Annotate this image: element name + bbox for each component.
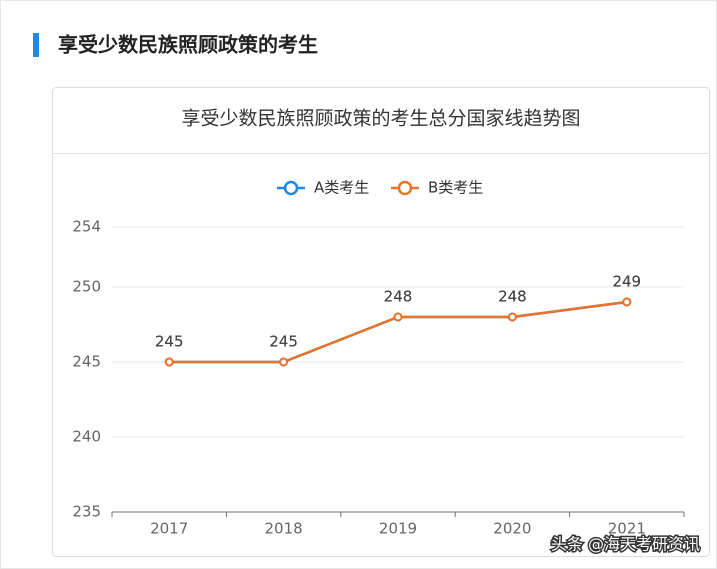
- x-tick-label: 2019: [379, 520, 417, 538]
- data-label: 245: [155, 333, 184, 351]
- legend-label: B类考生: [428, 179, 483, 197]
- legend-label: A类考生: [314, 179, 369, 197]
- y-tick-label: 235: [72, 503, 101, 521]
- y-tick-label: 240: [72, 428, 101, 446]
- data-label: 248: [384, 288, 413, 306]
- x-tick-label: 2020: [493, 520, 531, 538]
- point: [279, 357, 289, 367]
- x-tick-label: 2021: [608, 520, 646, 538]
- y-tick-label: 250: [72, 278, 101, 296]
- x-tick-label: 2017: [150, 520, 188, 538]
- legend-marker: [283, 180, 299, 196]
- watermark: 头条 @海天考研资讯: [551, 535, 700, 554]
- header-accent: [33, 33, 39, 57]
- header-title: 享受少数民族照顾政策的考生: [58, 33, 318, 57]
- data-label: 245: [269, 333, 298, 351]
- data-label: 249: [612, 273, 641, 291]
- card: [52, 87, 710, 557]
- x-tick-label: 2018: [265, 520, 303, 538]
- data-label: 249: [612, 273, 641, 291]
- y-tick-label: 254: [72, 218, 101, 236]
- point: [393, 312, 403, 322]
- legend-marker: [397, 180, 413, 196]
- point: [507, 312, 517, 322]
- plot: 235 240 245 250 254 2017 2018 2019 2020 2021 A类考生 B…: [72, 179, 685, 538]
- data-label: 248: [498, 288, 527, 306]
- point: [164, 357, 174, 367]
- y-tick-label: 245: [72, 353, 101, 371]
- chart-title: 享受少数民族照顾政策的考生总分国家线趋势图: [181, 108, 580, 130]
- data-label: 245: [269, 333, 298, 351]
- data-label: 245: [155, 333, 184, 351]
- point: [622, 297, 632, 307]
- data-label: 248: [384, 288, 413, 306]
- data-label: 248: [498, 288, 527, 306]
